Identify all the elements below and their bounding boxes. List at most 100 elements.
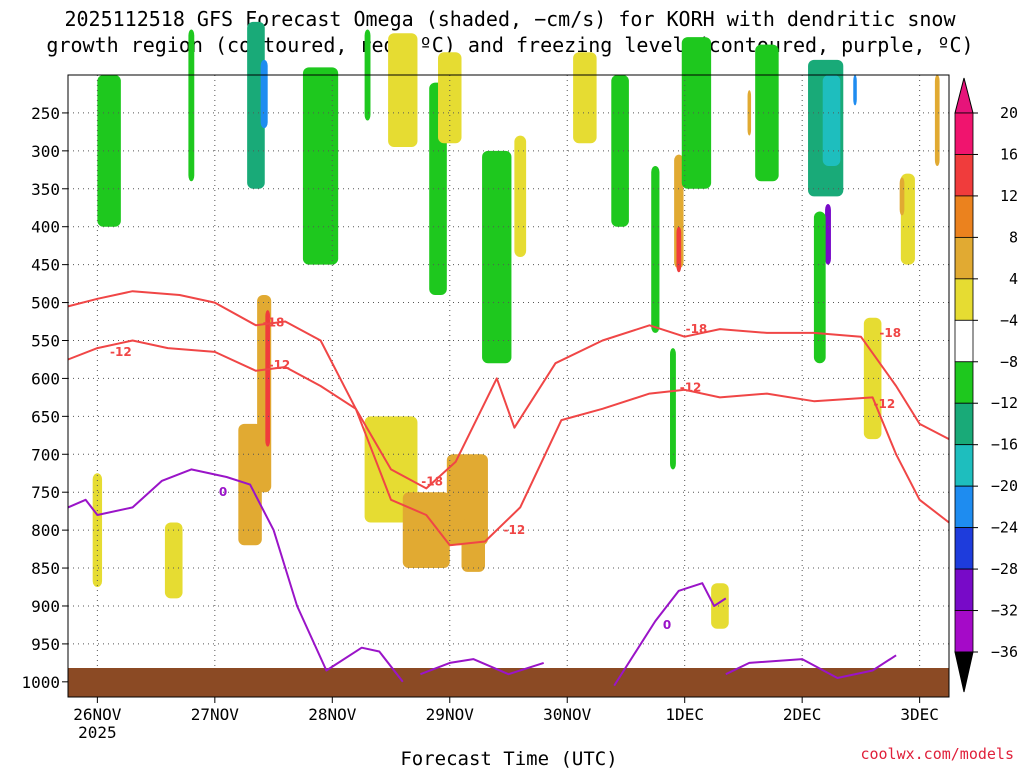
omega-blob <box>260 59 268 129</box>
y-axis-pressure: 250 300 350 400 450 500 550 600 650 700 750 800 850 9… <box>21 104 68 692</box>
x-tick-label: 3DEC <box>900 705 939 724</box>
omega-blob <box>388 33 418 148</box>
omega-blob <box>265 310 271 447</box>
colorbar-swatch <box>954 319 974 363</box>
contour-minus12 <box>67 339 950 547</box>
y-tick-label: 700 <box>31 445 60 464</box>
y-tick-label: 650 <box>31 407 60 426</box>
colorbar-label: −28 <box>991 560 1018 578</box>
x-tick-label: 1DEC <box>665 705 704 724</box>
colorbar-swatch <box>954 444 974 487</box>
colorbar-label: −20 <box>991 477 1018 495</box>
y-tick-label: 950 <box>31 635 60 654</box>
y-tick-label: 750 <box>31 483 60 502</box>
y-tick-label: 500 <box>31 294 60 313</box>
colorbar-label: 8 <box>1009 228 1018 246</box>
colorbar-label: −16 <box>991 436 1018 454</box>
omega-blob <box>676 226 682 273</box>
contour-label: -12 <box>269 358 291 372</box>
colorbar-swatch <box>954 195 974 238</box>
colorbar-label: 12 <box>1000 187 1018 205</box>
omega-blob <box>482 150 512 364</box>
y-tick-label: 400 <box>31 218 60 237</box>
colorbar-swatch <box>954 278 974 321</box>
y-tick-label: 600 <box>31 369 60 388</box>
omega-blob <box>573 52 597 144</box>
freezing-contour-label: 0 <box>663 618 671 632</box>
contour-label: -12 <box>680 381 702 395</box>
omega-blob <box>747 90 752 136</box>
omega-blob <box>651 166 660 333</box>
omega-shading <box>92 21 940 629</box>
x-tick-label: 30NOV <box>543 705 592 724</box>
x-year-label: 2025 <box>78 723 117 742</box>
omega-blob <box>247 21 265 189</box>
credit-text: coolwx.com/models <box>860 745 1014 763</box>
omega-blob <box>302 67 339 265</box>
y-tick-label: 350 <box>31 180 60 199</box>
omega-blob <box>813 211 826 364</box>
freezing-contour-label: 0 <box>219 485 227 499</box>
omega-blob <box>461 518 486 572</box>
contour-freezing-level <box>420 658 545 676</box>
y-tick-label: 450 <box>31 256 60 275</box>
omega-blob <box>822 75 841 167</box>
x-tick-label: 28NOV <box>308 705 357 724</box>
omega-blob <box>711 583 729 629</box>
omega-blob <box>164 522 183 599</box>
omega-blob <box>670 348 676 470</box>
colorbar: 20 16 12 8 4 −4 −8 −12 −16 −20 −24 −28 −32 −36 <box>954 77 1018 693</box>
omega-blob <box>97 75 121 227</box>
colorbar-swatch <box>954 154 974 197</box>
contour-label: -18 <box>879 326 901 340</box>
contour-label: -18 <box>421 475 443 489</box>
omega-blob <box>899 177 905 216</box>
plot-area: -12 -12 -18 -12 -18 -12 -18 -12 -18 0 0 <box>67 21 950 698</box>
omega-blob <box>825 203 831 265</box>
omega-blob <box>755 44 779 182</box>
colorbar-swatch <box>954 485 974 529</box>
y-tick-label: 900 <box>31 597 60 616</box>
contour-label: -12 <box>110 345 132 359</box>
colorbar-label: −4 <box>1000 311 1018 329</box>
colorbar-swatch <box>954 361 974 404</box>
contour-label: -18 <box>686 322 708 336</box>
omega-blob <box>611 75 629 227</box>
contour-freezing-level <box>725 654 897 679</box>
y-tick-label: 250 <box>31 104 60 123</box>
omega-blob <box>438 52 462 144</box>
omega-blob <box>514 135 527 258</box>
colorbar-label: −36 <box>991 643 1018 661</box>
contour-label: -12 <box>504 523 526 537</box>
colorbar-swatch <box>954 568 974 611</box>
omega-blob <box>188 29 195 182</box>
colorbar-label: 20 <box>1000 104 1018 122</box>
colorbar-label: 4 <box>1009 270 1018 288</box>
colorbar-label: −32 <box>991 602 1018 620</box>
colorbar-swatch <box>954 610 974 653</box>
colorbar-bottom-arrow <box>954 651 974 693</box>
x-tick-label: 2DEC <box>783 705 822 724</box>
temperature-contours: -12 -12 -18 -12 -18 -12 -18 -12 -18 0 0 <box>67 290 950 687</box>
chart-title-line1: 2025112518 GFS Forecast Omega (shaded, −… <box>64 7 956 31</box>
colorbar-label: −24 <box>991 519 1018 537</box>
x-tick-label: 26NOV <box>73 705 122 724</box>
colorbar-swatch <box>954 527 974 570</box>
omega-blob <box>681 37 712 189</box>
contour-freezing-level <box>67 468 404 683</box>
plot-frame <box>67 74 950 698</box>
x-axis-time: 26NOV 27NOV 28NOV 29NOV 30NOV 1DEC 2DEC 3DEC 202… <box>73 697 939 742</box>
y-tick-label: 800 <box>31 521 60 540</box>
y-tick-label: 300 <box>31 142 60 161</box>
colorbar-swatch <box>954 402 974 446</box>
omega-blob <box>402 492 450 569</box>
y-tick-label: 550 <box>31 331 60 350</box>
contour-label: -18 <box>263 315 285 329</box>
omega-blob <box>853 75 857 106</box>
colorbar-swatch <box>954 236 974 280</box>
chart-title-line2: growth region (contoured, red, ºC) and f… <box>46 33 973 57</box>
contour-label: -12 <box>874 397 896 411</box>
colorbar-top-arrow <box>954 77 974 114</box>
y-tick-label: 1000 <box>21 673 60 692</box>
